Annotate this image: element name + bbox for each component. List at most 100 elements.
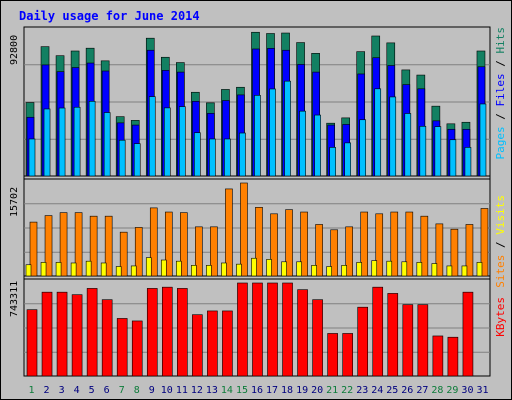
visits-bar-day-27 <box>420 215 429 277</box>
day-label-19: 19 <box>296 385 308 396</box>
sites-bar-day-18 <box>281 261 287 277</box>
pages-bar-day-17 <box>269 88 276 177</box>
visits-bar-day-8 <box>134 227 143 277</box>
visits-bar-day-20 <box>315 224 323 277</box>
visits-bar-day-30 <box>465 224 474 277</box>
sites-bar-day-7 <box>115 266 122 277</box>
kbytes-bar-day-4 <box>71 294 83 377</box>
sites-bar-day-11 <box>176 260 182 277</box>
visits-bar-day-4 <box>74 212 83 277</box>
pages-bar-day-20 <box>314 114 321 177</box>
sites-bar-day-29 <box>446 265 453 277</box>
pages-bar-day-26 <box>404 113 412 177</box>
day-label-30: 30 <box>461 385 473 396</box>
pages-bar-day-25 <box>389 96 397 177</box>
pages-bar-day-21 <box>329 147 336 177</box>
pages-bar-day-15 <box>239 132 246 177</box>
kbytes-bar-day-8 <box>131 320 143 377</box>
day-label-25: 25 <box>386 385 398 396</box>
visits-bar-day-14 <box>225 188 233 277</box>
legend-pages: Pages <box>494 126 507 159</box>
pages-bar-day-5 <box>88 101 96 177</box>
day-label-9: 9 <box>149 385 155 396</box>
pages-bar-day-12 <box>194 132 201 177</box>
sites-bar-day-2 <box>40 262 47 277</box>
legend-hits: Hits <box>494 27 507 54</box>
day-label-21: 21 <box>326 385 338 396</box>
kbytes-bar-day-15 <box>237 282 248 377</box>
kbytes-bar-day-30 <box>462 291 474 377</box>
day-label-17: 17 <box>266 385 278 396</box>
kbytes-bar-day-1 <box>26 309 38 377</box>
pages-bar-day-10 <box>163 107 171 177</box>
hits-files-pages-ymax-label: 92800 <box>9 35 20 65</box>
kbytes-bar-day-25 <box>387 293 399 377</box>
day-label-7: 7 <box>119 385 125 396</box>
kbytes-bar-day-13 <box>207 310 218 377</box>
kbytes-bar-day-14 <box>222 310 233 377</box>
visits-bar-day-31 <box>480 208 489 277</box>
y-axis-max-labels: 92800 15702 743311 <box>9 35 20 317</box>
day-label-18: 18 <box>281 385 293 396</box>
pages-bar-day-9 <box>148 96 156 177</box>
kbytes-bar-day-17 <box>267 282 278 377</box>
kbytes-bar-day-10 <box>161 286 173 377</box>
visits-sites-ymax-label: 15702 <box>9 187 20 217</box>
visits-bar-day-10 <box>164 211 173 277</box>
visits-bar-day-3 <box>59 212 68 277</box>
sites-bar-day-17 <box>266 259 272 277</box>
day-label-11: 11 <box>176 385 188 396</box>
pages-bar-day-2 <box>43 108 51 177</box>
day-label-26: 26 <box>401 385 413 396</box>
hits-files-pages-legend: Pages / Files / Hits <box>494 27 507 160</box>
day-label-15: 15 <box>236 385 248 396</box>
pages-bar-day-27 <box>419 126 427 177</box>
kbytes-bar-day-12 <box>192 314 203 377</box>
pages-bar-day-24 <box>374 88 382 177</box>
day-label-3: 3 <box>59 385 65 396</box>
kbytes-bar-day-29 <box>447 336 459 377</box>
kbytes-bar-day-7 <box>116 318 128 377</box>
kbytes-bar-day-5 <box>86 288 98 377</box>
visits-bar-day-16 <box>255 207 263 277</box>
pages-bar-day-1 <box>28 138 36 177</box>
day-label-20: 20 <box>311 385 323 396</box>
pages-bar-day-18 <box>284 80 291 177</box>
visits-bar-day-6 <box>104 215 113 277</box>
sites-bar-day-10 <box>160 259 167 277</box>
sites-bar-day-9 <box>145 257 152 277</box>
pages-bar-day-4 <box>73 106 81 177</box>
visits-bar-day-11 <box>180 212 188 277</box>
sites-bar-day-12 <box>191 265 197 277</box>
sites-bar-day-20 <box>311 265 317 277</box>
day-label-1: 1 <box>29 385 35 396</box>
day-label-22: 22 <box>341 385 353 396</box>
pages-bar-day-11 <box>179 106 186 177</box>
day-label-10: 10 <box>161 385 173 396</box>
day-label-5: 5 <box>89 385 95 396</box>
kbytes-bar-day-11 <box>177 288 188 377</box>
sites-bar-day-24 <box>371 260 378 277</box>
day-label-4: 4 <box>74 385 80 396</box>
day-label-24: 24 <box>371 385 383 396</box>
day-label-23: 23 <box>356 385 368 396</box>
day-label-31: 31 <box>476 385 488 396</box>
pages-bar-day-29 <box>449 139 457 177</box>
visits-bar-day-22 <box>345 226 353 277</box>
visits-bar-day-17 <box>270 213 278 277</box>
kbytes-bar-day-9 <box>146 288 158 377</box>
kbytes-bar-day-16 <box>252 282 263 377</box>
kbytes-bar-day-26 <box>402 304 414 377</box>
visits-bar-day-19 <box>300 211 308 277</box>
sites-bar-day-23 <box>356 262 363 277</box>
day-label-12: 12 <box>191 385 203 396</box>
visits-bar-day-25 <box>390 211 399 277</box>
visits-bar-day-15 <box>240 182 248 277</box>
kbytes-bar-day-21 <box>327 333 338 377</box>
pages-bar-day-23 <box>359 119 367 177</box>
pages-bar-day-14 <box>224 138 231 177</box>
kbytes-bar-day-19 <box>297 289 308 377</box>
day-label-8: 8 <box>134 385 140 396</box>
pages-bar-day-19 <box>299 110 306 177</box>
chart-title: Daily usage for June 2014 <box>19 9 200 23</box>
